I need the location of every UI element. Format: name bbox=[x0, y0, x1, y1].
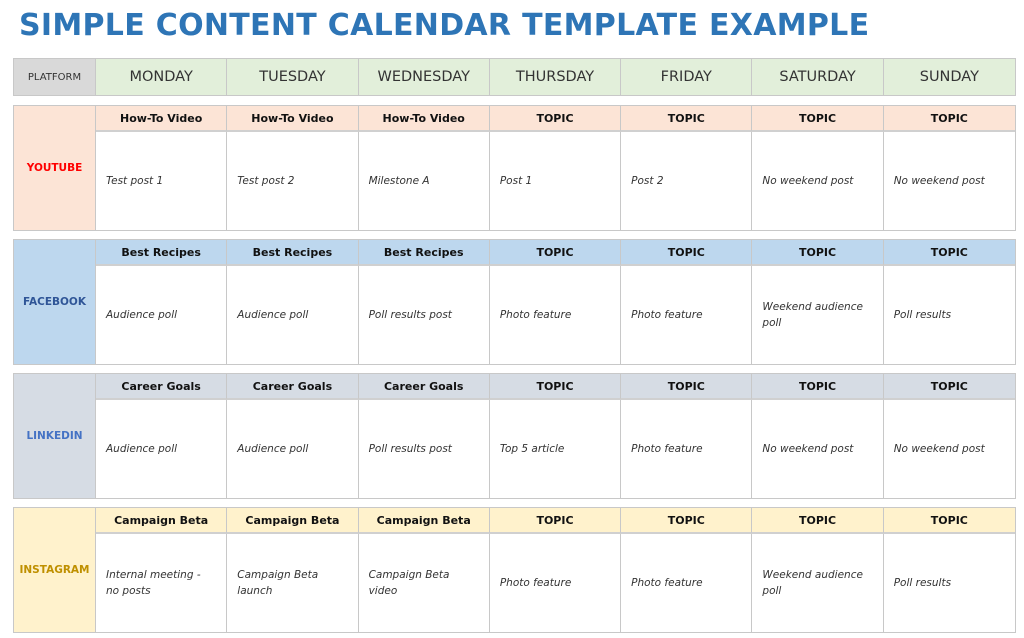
post-cell[interactable]: Test post 2 bbox=[227, 132, 359, 230]
post-cell[interactable]: Photo feature bbox=[489, 534, 622, 632]
post-cell[interactable]: Audience poll bbox=[227, 400, 359, 498]
day-header: TUESDAY bbox=[227, 59, 359, 95]
post-cell[interactable]: Poll results post bbox=[358, 400, 490, 498]
topic-cell[interactable]: How-To Video bbox=[358, 106, 490, 132]
topic-cell[interactable]: TOPIC bbox=[752, 106, 884, 132]
post-cell[interactable]: Post 1 bbox=[489, 132, 622, 230]
topic-cell[interactable]: TOPIC bbox=[489, 508, 622, 534]
post-cell[interactable]: Photo feature bbox=[621, 400, 753, 498]
topic-cell[interactable]: TOPIC bbox=[752, 374, 884, 400]
post-cell[interactable]: Audience poll bbox=[96, 266, 228, 364]
post-cell[interactable]: Post 2 bbox=[621, 132, 753, 230]
post-cell[interactable]: Test post 1 bbox=[96, 132, 228, 230]
topic-cell[interactable]: TOPIC bbox=[883, 508, 1015, 534]
topic-cell[interactable]: TOPIC bbox=[752, 508, 884, 534]
topic-cell[interactable]: TOPIC bbox=[883, 374, 1015, 400]
day-header: THURSDAY bbox=[489, 59, 622, 95]
post-cell[interactable]: Photo feature bbox=[489, 266, 622, 364]
post-cell[interactable]: No weekend post bbox=[752, 132, 884, 230]
platform-block-linkedin: LINKEDIN Career Goals Career Goals Career G… bbox=[13, 373, 1016, 499]
day-header-row: PLATFORM MONDAY TUESDAY WEDNESDAY THURSD… bbox=[13, 58, 1016, 96]
topic-cell[interactable]: TOPIC bbox=[621, 508, 753, 534]
topic-cell[interactable]: Best Recipes bbox=[227, 240, 359, 266]
post-cell[interactable]: No weekend post bbox=[883, 132, 1015, 230]
topic-cell[interactable]: TOPIC bbox=[489, 240, 622, 266]
topic-cell[interactable]: TOPIC bbox=[883, 240, 1015, 266]
post-cell[interactable]: Photo feature bbox=[621, 266, 753, 364]
topic-cell[interactable]: TOPIC bbox=[752, 240, 884, 266]
platform-label: YOUTUBE bbox=[14, 106, 96, 230]
platform-label: LINKEDIN bbox=[14, 374, 96, 498]
platform-block-facebook: FACEBOOK Best Recipes Best Recipes Best Rec… bbox=[13, 239, 1016, 365]
post-cell[interactable]: Campaign Beta video bbox=[358, 534, 490, 632]
platform-block-youtube: YOUTUBE How-To Video How-To Video How-To Vi… bbox=[13, 105, 1016, 231]
topic-cell[interactable]: Career Goals bbox=[96, 374, 228, 400]
topic-cell[interactable]: TOPIC bbox=[621, 106, 753, 132]
post-cell[interactable]: Poll results bbox=[883, 266, 1015, 364]
topic-cell[interactable]: TOPIC bbox=[883, 106, 1015, 132]
topic-cell[interactable]: Career Goals bbox=[358, 374, 490, 400]
topic-cell[interactable]: Best Recipes bbox=[358, 240, 490, 266]
topic-cell[interactable]: Best Recipes bbox=[96, 240, 228, 266]
post-cell[interactable]: Poll results bbox=[883, 534, 1015, 632]
day-header: SATURDAY bbox=[752, 59, 884, 95]
platform-label: FACEBOOK bbox=[14, 240, 96, 364]
topic-cell[interactable]: TOPIC bbox=[489, 374, 622, 400]
day-header: FRIDAY bbox=[621, 59, 753, 95]
post-cell[interactable]: Weekend audience poll bbox=[752, 266, 884, 364]
page-title: SIMPLE CONTENT CALENDAR TEMPLATE EXAMPLE bbox=[19, 8, 870, 43]
post-cell[interactable]: Poll results post bbox=[358, 266, 490, 364]
topic-cell[interactable]: How-To Video bbox=[96, 106, 228, 132]
topic-cell[interactable]: How-To Video bbox=[227, 106, 359, 132]
post-cell[interactable]: No weekend post bbox=[883, 400, 1015, 498]
topic-cell[interactable]: TOPIC bbox=[489, 106, 622, 132]
post-cell[interactable]: Internal meeting - no posts bbox=[96, 534, 228, 632]
post-cell[interactable]: Audience poll bbox=[96, 400, 228, 498]
topic-cell[interactable]: Campaign Beta bbox=[227, 508, 359, 534]
platform-label: INSTAGRAM bbox=[14, 508, 96, 632]
topic-cell[interactable]: TOPIC bbox=[621, 240, 753, 266]
post-cell[interactable]: Milestone A bbox=[358, 132, 490, 230]
post-cell[interactable]: Photo feature bbox=[621, 534, 753, 632]
topic-cell[interactable]: Career Goals bbox=[227, 374, 359, 400]
post-cell[interactable]: Campaign Beta launch bbox=[227, 534, 359, 632]
post-cell[interactable]: Audience poll bbox=[227, 266, 359, 364]
topic-cell[interactable]: TOPIC bbox=[621, 374, 753, 400]
day-header: WEDNESDAY bbox=[358, 59, 490, 95]
topic-cell[interactable]: Campaign Beta bbox=[358, 508, 490, 534]
platform-block-instagram: INSTAGRAM Campaign Beta Campaign Beta Campa… bbox=[13, 507, 1016, 633]
post-cell[interactable]: Top 5 article bbox=[489, 400, 622, 498]
day-header: SUNDAY bbox=[883, 59, 1015, 95]
post-cell[interactable]: Weekend audience poll bbox=[752, 534, 884, 632]
topic-cell[interactable]: Campaign Beta bbox=[96, 508, 228, 534]
post-cell[interactable]: No weekend post bbox=[752, 400, 884, 498]
day-header: MONDAY bbox=[96, 59, 228, 95]
platform-header: PLATFORM bbox=[14, 59, 96, 95]
